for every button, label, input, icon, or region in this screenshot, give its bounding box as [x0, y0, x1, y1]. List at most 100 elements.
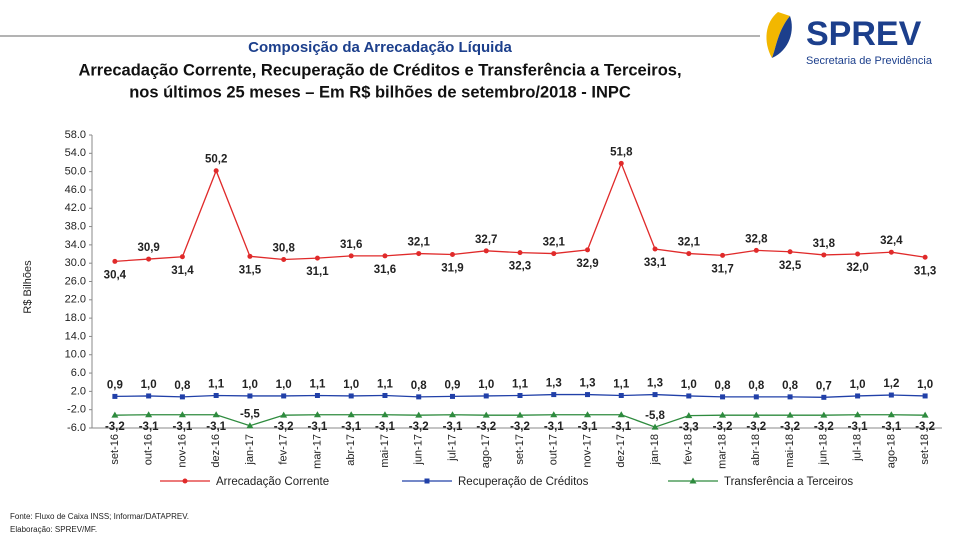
point: [686, 251, 692, 257]
point: [887, 411, 895, 418]
point: [247, 393, 253, 399]
y-tick-label: 38.0: [65, 220, 86, 232]
point: [753, 247, 759, 253]
data-label: -3,1: [443, 421, 463, 433]
data-label: -3,2: [746, 421, 766, 433]
point: [213, 168, 219, 174]
point: [382, 253, 388, 259]
data-label: 30,8: [272, 243, 295, 255]
point: [921, 411, 929, 418]
point: [753, 394, 759, 400]
point: [178, 411, 186, 418]
data-label: 31,8: [813, 238, 836, 250]
data-label: -5,5: [240, 409, 260, 421]
point: [585, 392, 591, 398]
data-label: 31,3: [914, 265, 936, 277]
point: [112, 258, 118, 264]
data-label: -3,2: [476, 421, 496, 433]
legend-marker: [182, 478, 188, 484]
point: [314, 392, 320, 398]
data-label: 1,1: [377, 379, 394, 391]
point: [551, 392, 557, 398]
data-label: -3,1: [544, 421, 564, 433]
data-label: 32,1: [408, 237, 431, 249]
x-tick-label: mar-18: [716, 434, 728, 469]
data-label: 32,3: [509, 261, 531, 273]
x-tick-label: out-17: [548, 434, 560, 465]
point: [247, 253, 253, 259]
data-label: 0,8: [782, 380, 799, 392]
data-label: 1,0: [681, 379, 697, 391]
data-label: -3,1: [848, 421, 868, 433]
y-tick-label: 14.0: [65, 330, 86, 342]
data-label: -3,1: [578, 421, 598, 433]
data-label: 31,4: [171, 265, 194, 277]
y-tick-label: 26.0: [65, 275, 86, 287]
point: [382, 392, 388, 398]
point: [584, 411, 592, 418]
data-label: 0,8: [174, 380, 191, 392]
point: [821, 252, 827, 258]
x-tick-label: set-17: [514, 434, 526, 465]
point: [551, 251, 557, 257]
x-tick-label: jan-17: [244, 434, 256, 466]
x-tick-label: nov-17: [581, 434, 593, 468]
x-tick-label: set-18: [919, 434, 931, 465]
data-label: -3,1: [611, 421, 631, 433]
legend-marker: [689, 477, 697, 484]
data-label: 32,1: [678, 237, 701, 249]
point: [348, 253, 354, 259]
legend-marker: [424, 478, 430, 484]
data-label: 1,3: [580, 378, 596, 390]
point: [888, 249, 894, 255]
y-tick-label: -6.0: [67, 422, 86, 434]
legend-label: Arrecadação Corrente: [216, 476, 329, 488]
data-label: 50,2: [205, 154, 227, 166]
y-tick-label: 2.0: [71, 385, 86, 397]
point: [246, 422, 254, 429]
data-label: 32,4: [880, 235, 903, 247]
data-label: -3,3: [679, 422, 699, 434]
point: [416, 251, 422, 257]
point: [111, 411, 119, 418]
x-tick-label: mai-17: [379, 434, 391, 468]
data-label: 1,3: [546, 378, 562, 390]
data-label: -3,2: [105, 421, 125, 433]
point: [415, 411, 423, 418]
x-tick-label: ago-17: [480, 434, 492, 468]
point: [112, 393, 118, 399]
x-tick-label: set-16: [109, 434, 121, 465]
point: [517, 250, 523, 256]
data-label: 1,0: [478, 379, 494, 391]
y-tick-label: 22.0: [65, 294, 86, 306]
data-label: 32,5: [779, 260, 802, 272]
logo-mark: [766, 12, 790, 58]
data-label: -3,2: [915, 421, 935, 433]
data-label: 30,4: [104, 269, 127, 281]
point: [651, 423, 659, 430]
point: [416, 394, 422, 400]
point: [652, 246, 658, 252]
data-label: 1,0: [242, 379, 258, 391]
point: [752, 411, 760, 418]
data-label: -3,1: [341, 421, 361, 433]
data-label: 32,8: [745, 233, 768, 245]
data-label: 0,9: [107, 379, 123, 391]
logo-mark: [772, 16, 792, 58]
data-label: -3,2: [274, 421, 294, 433]
data-label: -3,2: [713, 421, 733, 433]
point: [212, 411, 220, 418]
x-tick-label: jun-17: [413, 434, 425, 466]
point: [314, 255, 320, 261]
point: [854, 411, 862, 418]
chart-subtitle: nos últimos 25 meses – Em R$ bilhões de …: [129, 83, 631, 101]
data-label: -3,2: [409, 421, 429, 433]
data-label: -3,1: [375, 421, 395, 433]
data-label: 1,1: [309, 379, 326, 391]
data-label: 33,1: [644, 257, 667, 269]
data-label: 32,9: [576, 258, 598, 270]
point: [482, 411, 490, 418]
point: [281, 393, 287, 399]
point: [685, 412, 693, 419]
